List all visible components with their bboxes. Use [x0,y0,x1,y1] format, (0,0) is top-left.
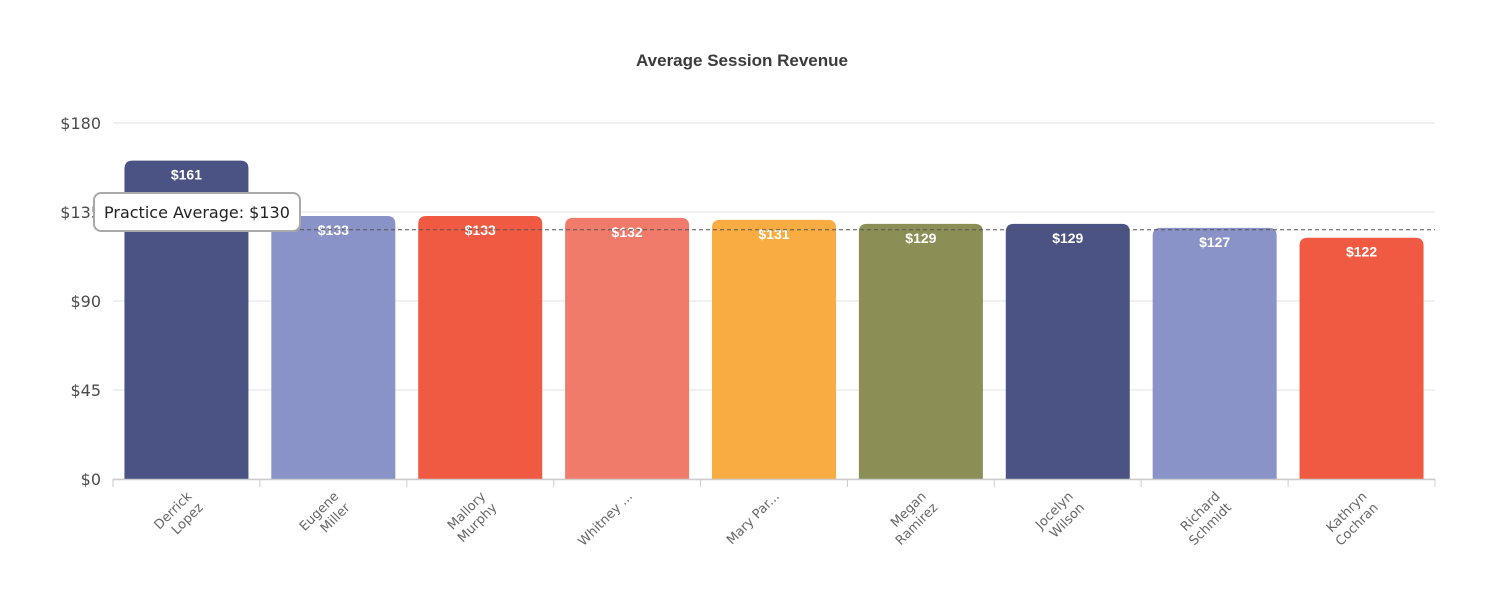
y-tick-label: $90 [70,292,101,311]
x-tick-label: JocelynWilson [1032,489,1087,544]
bar-value-label: $127 [1199,234,1230,250]
x-tick-label: EugeneMiller [297,489,354,546]
bar-value-label: $133 [465,222,496,238]
bar[interactable] [124,160,249,480]
bar[interactable] [1152,227,1277,479]
bar-value-label: $129 [905,230,936,246]
x-tick-label: Mary Par... [724,489,783,548]
x-tick-label: RichardSchmidt [1175,489,1235,549]
x-tick-label: MeganRamirez [882,489,941,548]
bar-value-label: $161 [171,167,202,183]
bar-value-label: $129 [1052,230,1083,246]
bar-value-label: $132 [612,224,643,240]
y-axis-ticks: $0 $45 $90 $135 $180 [60,114,101,489]
y-tick-label: $45 [70,381,101,400]
x-tick-label: Whitney ... [576,489,636,549]
bar[interactable] [858,223,983,479]
bar[interactable] [1299,237,1424,479]
bar[interactable] [271,215,396,479]
x-tick-label: MalloryMurphy [444,489,501,546]
chart-title: Average Session Revenue [636,51,848,70]
y-tick-label: $0 [81,470,101,489]
bar-value-label: $122 [1346,244,1377,260]
bar[interactable] [418,215,543,479]
x-axis-ticks: DerrickLopez EugeneMiller MalloryMurphy Whi… [152,489,1382,550]
average-tooltip: Practice Average: $130 [93,192,301,232]
x-tick-label-line: Mary Par... [724,489,783,548]
bar[interactable] [712,219,836,479]
bar[interactable] [565,217,690,479]
y-tick-label: $135 [60,203,101,222]
x-tick-label-line: Whitney ... [576,489,636,549]
x-tick-label: DerrickLopez [152,489,207,544]
bar-value-label: $133 [318,222,349,238]
x-tick-label: KathrynCochran [1322,489,1382,549]
bar[interactable] [1005,223,1130,479]
y-tick-label: $180 [60,114,101,133]
bar-value-label: $131 [758,226,789,242]
bars [124,160,1424,480]
x-axis [112,478,1436,487]
bar-value-labels: $161 $133 $133 $132 $131 $129 $129 $127 $122 [171,167,1377,260]
